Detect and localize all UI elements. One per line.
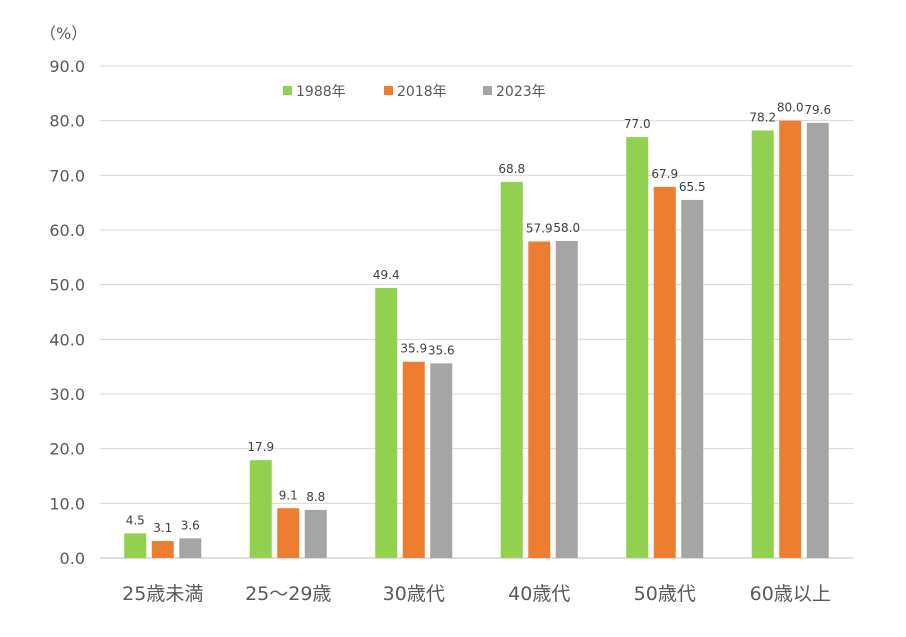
bar (249, 460, 272, 558)
legend-swatch (283, 86, 292, 95)
y-tick-label: 60.0 (49, 221, 85, 240)
data-label: 3.1 (153, 521, 172, 535)
bar (124, 533, 147, 558)
data-label: 17.9 (247, 440, 274, 454)
data-label: 68.8 (498, 162, 525, 176)
bar (151, 541, 174, 558)
bar (277, 508, 300, 558)
data-label: 8.8 (306, 490, 325, 504)
bar (751, 130, 774, 559)
data-label: 79.6 (804, 103, 831, 117)
y-tick-label: 30.0 (49, 385, 85, 404)
bar (626, 137, 649, 559)
bar (806, 122, 829, 558)
data-label: 78.2 (749, 111, 776, 125)
x-category-label: 60歳以上 (750, 583, 831, 605)
bar (304, 509, 327, 558)
x-category-label: 25歳未満 (122, 583, 203, 605)
bar (653, 186, 676, 558)
data-label: 35.6 (428, 343, 455, 357)
data-label: 57.9 (526, 221, 553, 235)
data-label: 65.5 (679, 180, 706, 194)
bar (528, 241, 551, 559)
y-tick-label: 50.0 (49, 276, 85, 295)
legend-swatch (483, 86, 492, 95)
y-tick-label: 70.0 (49, 166, 85, 185)
y-tick-label: 40.0 (49, 330, 85, 349)
legend-label: 2018年 (397, 84, 447, 100)
bar (402, 361, 425, 558)
x-category-label: 50歳代 (634, 583, 696, 605)
y-tick-label: 90.0 (49, 57, 85, 76)
legend-swatch (384, 86, 393, 95)
bar (179, 538, 202, 558)
data-label: 80.0 (777, 101, 804, 115)
y-axis-ticks: 0.0 10.0 20.0 30.0 40.0 50.0 60.0 70.0 80.0 90.0 (49, 57, 85, 568)
data-label: 35.9 (400, 342, 427, 356)
x-category-label: 25〜29歳 (245, 583, 331, 605)
data-label: 67.9 (651, 167, 678, 181)
x-axis-categories: 25歳未満 25〜29歳 30歳代 40歳代 50歳代 60歳以上 (122, 583, 831, 605)
data-label: 58.0 (553, 221, 580, 235)
bars (124, 120, 829, 559)
y-tick-label: 20.0 (49, 440, 85, 459)
x-category-label: 30歳代 (383, 583, 445, 605)
y-tick-label: 10.0 (49, 494, 85, 513)
bar (500, 181, 523, 559)
data-labels: 4.5 3.1 3.6 17.9 9.1 8.8 49.4 35.9 35.6 68.8 57.9 5… (126, 101, 831, 535)
bar (555, 240, 578, 558)
bar (681, 199, 704, 558)
legend: 1988年 2018年 2023年 (283, 84, 546, 100)
bar (375, 287, 398, 558)
data-label: 77.0 (624, 117, 651, 131)
data-label: 9.1 (279, 488, 298, 502)
data-label: 49.4 (373, 268, 400, 282)
bar (430, 363, 453, 558)
data-label: 3.6 (181, 518, 200, 532)
y-tick-label: 80.0 (49, 112, 85, 131)
data-label: 4.5 (126, 513, 145, 527)
x-category-label: 40歳代 (508, 583, 570, 605)
gridlines (100, 65, 853, 559)
bar (779, 120, 802, 559)
legend-label: 1988年 (296, 84, 346, 100)
y-axis-unit: （%） (40, 24, 87, 43)
y-tick-label: 0.0 (60, 549, 85, 568)
legend-label: 2023年 (496, 84, 546, 100)
